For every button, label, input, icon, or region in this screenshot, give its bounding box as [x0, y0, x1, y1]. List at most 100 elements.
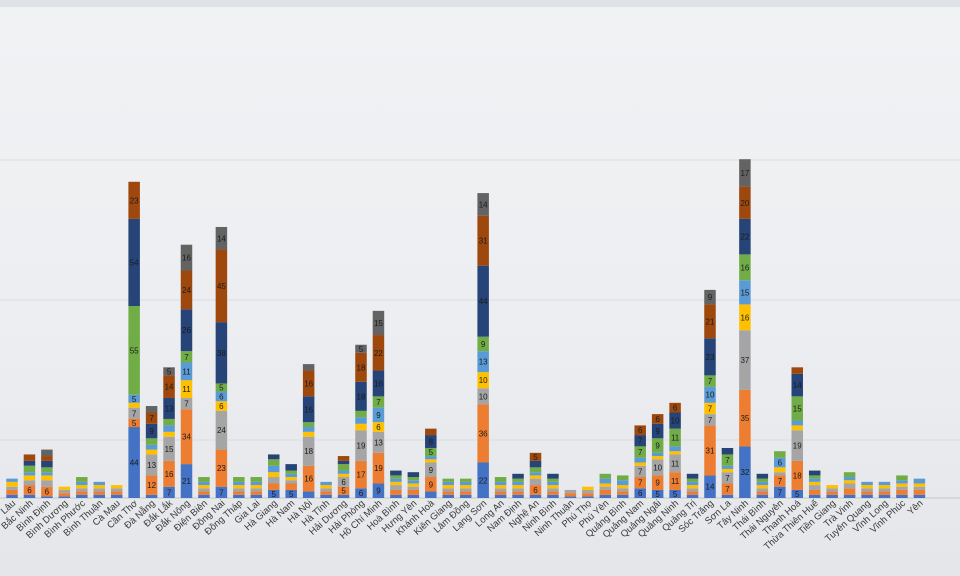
- bar-segment: [128, 394, 140, 403]
- bar-segment: [250, 488, 263, 492]
- bar-segment: [285, 489, 297, 498]
- bar-segment: [756, 485, 769, 489]
- bar-segment: [41, 467, 53, 473]
- bar-segment: [372, 407, 385, 423]
- bar-segment: [355, 344, 367, 353]
- bar-segment: [599, 478, 612, 484]
- bar-segment: [163, 460, 175, 487]
- bar-segment: [547, 494, 559, 498]
- bar-segment: [617, 488, 629, 492]
- bar-segment: [791, 425, 803, 431]
- data-label: 14: [217, 234, 226, 243]
- bar-segment: [669, 454, 681, 473]
- bar-segment: [739, 186, 751, 219]
- data-label: 19: [357, 442, 366, 451]
- data-label: 23: [217, 464, 226, 473]
- data-label: 31: [479, 237, 488, 246]
- bar-segment: [372, 310, 385, 336]
- bar-segment: [372, 396, 385, 408]
- bar-segment: [145, 406, 158, 413]
- bar-segment: [686, 491, 699, 495]
- bar-segment: [390, 485, 402, 490]
- bar-segment: [320, 491, 332, 495]
- bar-segment: [477, 215, 489, 266]
- bar-segment: [494, 494, 507, 498]
- data-label: 14: [793, 381, 802, 390]
- bar-segment: [721, 454, 734, 466]
- data-label: 13: [374, 438, 383, 447]
- bar-segment: [41, 460, 53, 468]
- data-label: 45: [217, 282, 226, 291]
- bar-segment: [686, 488, 699, 492]
- bar-segment: [913, 486, 926, 490]
- bar-segment: [128, 306, 140, 395]
- bar-segment: [198, 494, 210, 498]
- bar-segment: [163, 418, 175, 426]
- data-label: 5: [219, 383, 224, 392]
- data-label: 18: [793, 471, 802, 480]
- bar-segment: [215, 249, 228, 323]
- spreadsheet-edge: [0, 0, 960, 7]
- bar-segment: [425, 491, 437, 498]
- bar-segment: [477, 351, 489, 373]
- data-label: 5: [795, 490, 800, 499]
- bar-segment: [617, 494, 629, 498]
- bar-segment: [564, 496, 577, 498]
- bar-segment: [355, 381, 367, 411]
- bar-segment: [756, 481, 769, 486]
- data-label: 34: [182, 433, 191, 442]
- bar-segment: [686, 485, 699, 489]
- bar-segment: [861, 494, 873, 498]
- bar-segment: [459, 488, 472, 492]
- data-label: 5: [289, 490, 294, 499]
- bar-segment: [233, 488, 245, 492]
- data-label: 7: [638, 479, 643, 488]
- data-label: 6: [638, 426, 643, 435]
- bar-segment: [337, 486, 350, 495]
- bar-segment: [704, 414, 716, 426]
- bar-segment: [250, 485, 263, 489]
- bar-segment: [512, 473, 524, 479]
- bar-segment: [233, 481, 245, 486]
- bar-segment: [355, 417, 367, 424]
- bar-segment: [93, 485, 105, 489]
- bar-segment: [6, 489, 18, 495]
- data-label: 16: [374, 379, 383, 388]
- data-label: 7: [219, 488, 224, 497]
- bar-segment: [843, 480, 856, 484]
- bar-segment: [6, 481, 18, 487]
- bar-segment: [6, 478, 18, 482]
- data-label: 5: [673, 490, 678, 499]
- bar-segment: [843, 483, 856, 489]
- bar-segment: [337, 473, 350, 478]
- bar-segment: [634, 462, 646, 466]
- bar-segment: [233, 491, 245, 495]
- bar-segment: [372, 483, 385, 498]
- bar-segment: [215, 226, 228, 250]
- bar-segment: [41, 456, 53, 461]
- bar-segment: [721, 468, 734, 473]
- data-label: 16: [740, 263, 749, 272]
- data-label: 22: [740, 233, 749, 242]
- bar-segment: [355, 460, 367, 489]
- data-label: 5: [167, 367, 172, 376]
- data-label: 9: [376, 411, 381, 420]
- bar-segment: [268, 489, 280, 498]
- bar-segment: [634, 465, 646, 478]
- bar-segment: [41, 449, 53, 457]
- bar-segment: [704, 475, 716, 498]
- data-label: 7: [778, 488, 783, 497]
- bar-segment: [477, 193, 489, 216]
- bar-segment: [756, 473, 769, 479]
- bar-segment: [669, 428, 681, 447]
- bar-segment: [843, 477, 856, 481]
- bar-segment: [128, 181, 140, 219]
- bar-segment: [372, 431, 385, 453]
- bar-segment: [599, 473, 612, 479]
- bar-segment: [93, 491, 105, 495]
- data-label: 36: [479, 429, 488, 438]
- data-label: 24: [182, 286, 191, 295]
- bar-segment: [23, 480, 36, 486]
- x-tick-label: Yên: [905, 498, 925, 517]
- bar-segment: [180, 380, 193, 398]
